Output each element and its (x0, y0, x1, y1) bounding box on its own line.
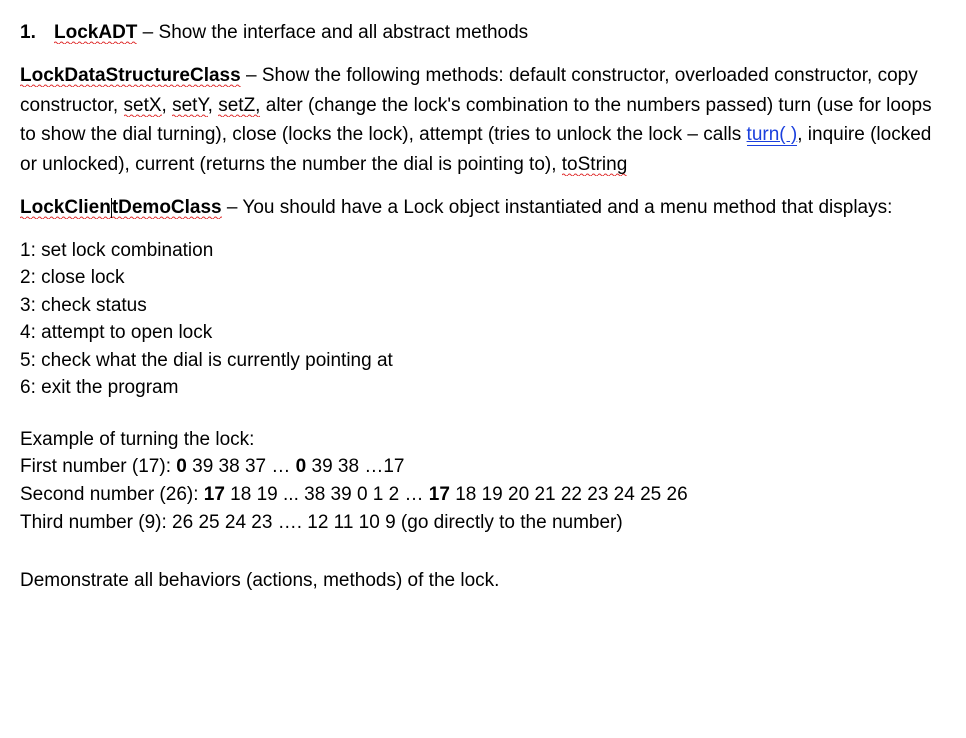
ex1b: 0 (176, 456, 187, 477)
ex1d: 0 (296, 456, 307, 477)
sety-text: setY (172, 95, 208, 117)
example-line-1: First number (17): 0 39 38 37 … 0 39 38 … (20, 453, 952, 481)
heading-lockclientdemoclass-a: LockClien (20, 197, 111, 219)
lockadt-body: – Show the interface and all abstract me… (137, 22, 528, 43)
list-item: 2: close lock (20, 264, 952, 292)
ex2e: 18 19 20 21 22 23 24 25 26 (450, 484, 688, 505)
ex1c: 39 38 37 … (187, 456, 296, 477)
menu-list: 1: set lock combination 2: close lock 3:… (20, 237, 952, 402)
list-item: 6: exit the program (20, 374, 952, 402)
tostring-text: toString (562, 154, 627, 176)
list-item: 5: check what the dial is currently poin… (20, 347, 952, 375)
example-line-3: Third number (9): 26 25 24 23 …. 12 11 1… (20, 509, 952, 537)
example-block: Example of turning the lock: First numbe… (20, 426, 952, 536)
example-line-2: Second number (26): 17 18 19 ... 38 39 0… (20, 481, 952, 509)
list-item: 4: attempt to open lock (20, 319, 952, 347)
heading-lockadt: LockADT (54, 22, 137, 44)
ex2c: 18 19 ... 38 39 0 1 2 … (225, 484, 429, 505)
ex1e: 39 38 …17 (306, 456, 404, 477)
setx-text: setX (124, 95, 162, 117)
closing-line: Demonstrate all behaviors (actions, meth… (20, 566, 952, 595)
sep2: , (208, 95, 219, 116)
section-lockclientdemoclass: LockClientDemoClass – You should have a … (20, 193, 952, 222)
sep1: , (162, 95, 173, 116)
turn-link: turn( ) (747, 124, 798, 146)
ex2b: 17 (204, 484, 225, 505)
list-number: 1. (20, 18, 54, 47)
ex1a: First number (17): (20, 456, 176, 477)
spacer (20, 408, 952, 426)
list-item: 1: set lock combination (20, 237, 952, 265)
heading-lockclientdemoclass-b: tDemoClass (112, 197, 222, 219)
spacer (20, 536, 952, 566)
setz-text: setZ, (218, 95, 260, 117)
list-item: 3: check status (20, 292, 952, 320)
section-lockadt: 1. LockADT – Show the interface and all … (20, 18, 952, 47)
lcdc-body: – You should have a Lock object instanti… (222, 197, 893, 218)
heading-lockdatastructureclass: LockDataStructureClass (20, 65, 241, 87)
ex2a: Second number (26): (20, 484, 204, 505)
example-title: Example of turning the lock: (20, 426, 952, 454)
lockadt-line: LockADT – Show the interface and all abs… (54, 18, 952, 47)
ex2d: 17 (429, 484, 450, 505)
section-lockdatastructureclass: LockDataStructureClass – Show the follow… (20, 61, 952, 179)
